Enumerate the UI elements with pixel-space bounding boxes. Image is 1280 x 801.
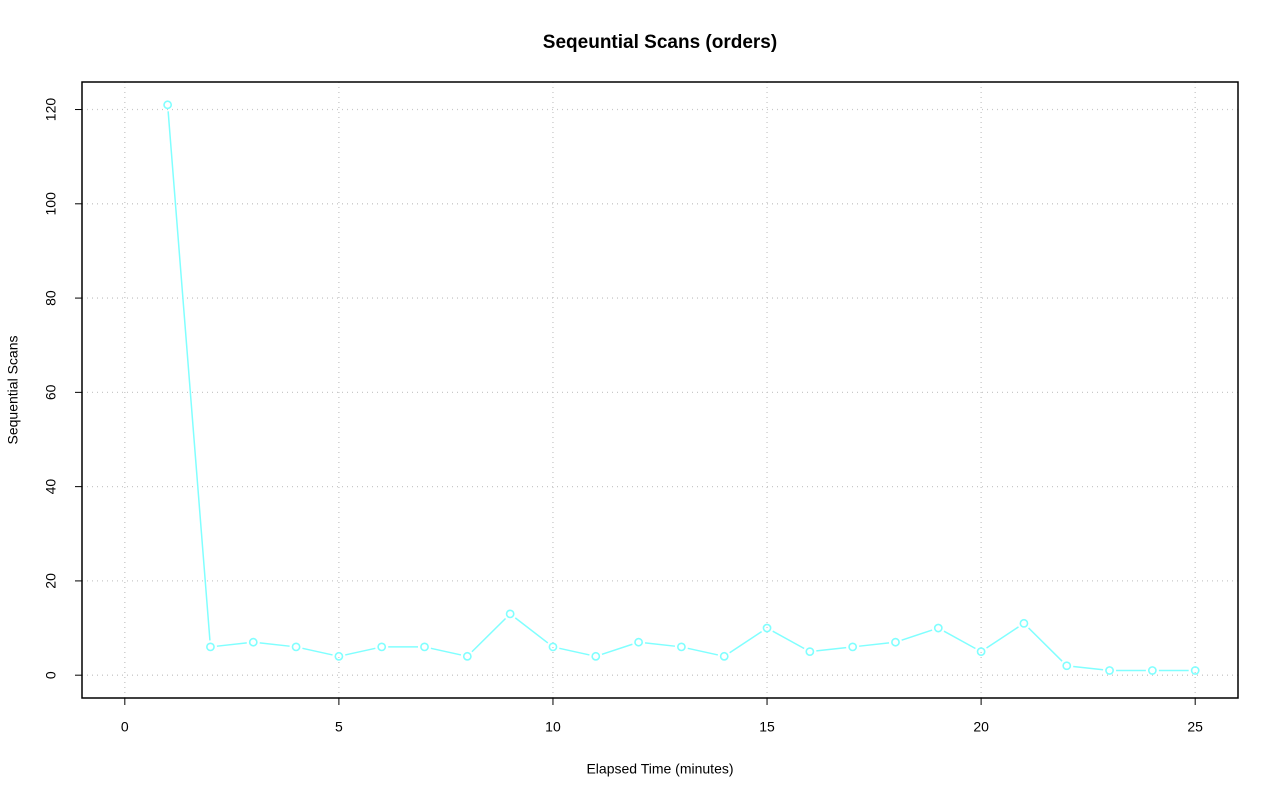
y-axis-label: Sequential Scans: [5, 336, 21, 445]
data-point: [634, 637, 643, 647]
data-point: [805, 647, 815, 657]
x-tick-label: 10: [545, 719, 561, 735]
data-point: [677, 642, 686, 652]
data-point: [933, 623, 943, 633]
chart-title: Seqeuntial Scans (orders): [543, 32, 777, 53]
y-tick-label: 20: [43, 573, 59, 589]
data-point: [206, 642, 215, 652]
data-point: [719, 651, 729, 661]
data-point: [976, 647, 986, 657]
data-point: [377, 642, 387, 652]
data-point: [334, 651, 344, 661]
data-point: [1105, 666, 1114, 675]
x-tick-label: 15: [759, 719, 775, 735]
x-tick-label: 25: [1187, 719, 1203, 735]
y-tick-label: 80: [43, 290, 59, 306]
x-tick-label: 20: [973, 719, 989, 735]
data-point: [762, 623, 772, 633]
x-tick-label: 5: [335, 719, 343, 735]
data-point: [1062, 661, 1072, 671]
y-tick-label: 100: [43, 192, 59, 216]
y-tick-label: 120: [43, 98, 59, 122]
data-point: [248, 637, 258, 647]
data-point: [1190, 666, 1200, 675]
y-tick-label: 40: [43, 479, 59, 495]
plot-frame: [81, 81, 1239, 699]
data-point: [848, 642, 858, 652]
data-point: [1019, 618, 1029, 628]
x-tick-label: 0: [121, 719, 129, 735]
x-axis-label: Elapsed Time (minutes): [586, 761, 733, 777]
data-point: [163, 100, 173, 110]
data-point: [291, 642, 301, 652]
data-point: [548, 642, 558, 652]
data-point: [420, 642, 429, 652]
data-point: [1147, 666, 1157, 675]
data-point: [505, 609, 515, 619]
y-tick-label: 60: [43, 384, 59, 400]
y-tick-label: 0: [43, 671, 59, 679]
data-point: [462, 651, 472, 661]
data-point: [891, 637, 900, 647]
data-line: [167, 111, 1189, 672]
data-point: [591, 651, 601, 661]
